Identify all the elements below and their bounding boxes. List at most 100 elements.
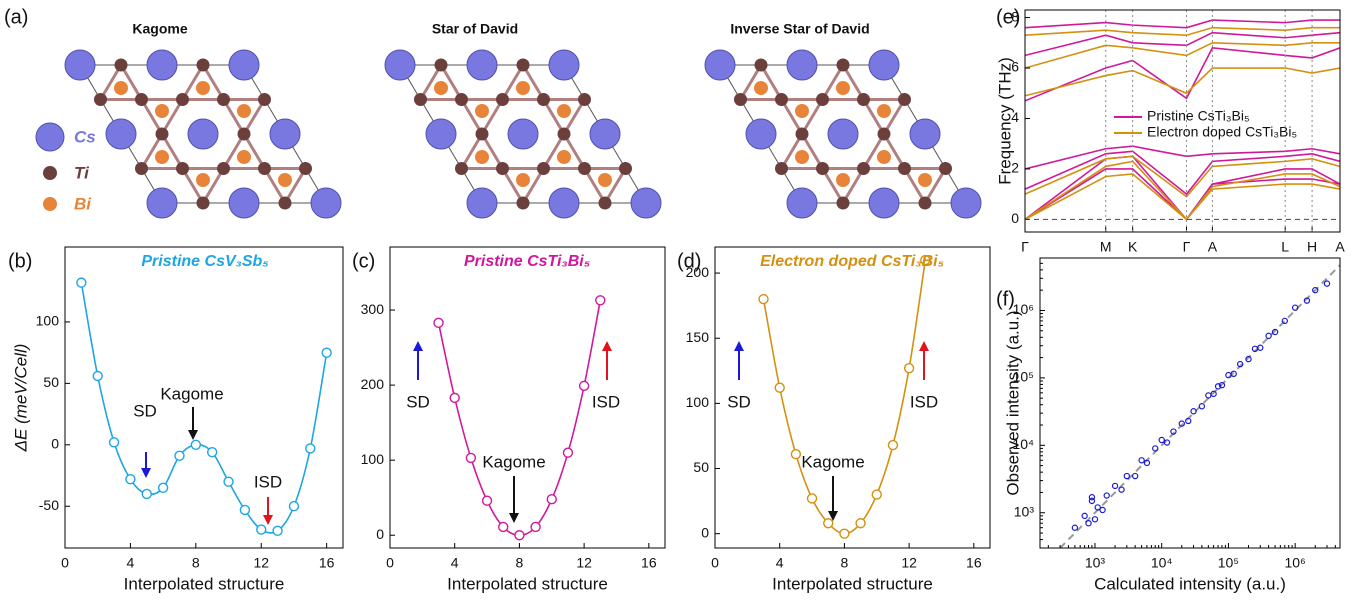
annotation: SD (133, 401, 157, 420)
data-point (840, 529, 849, 538)
cs-atom (311, 188, 341, 218)
data-point (580, 381, 589, 390)
x-axis-label: Interpolated structure (772, 574, 933, 593)
cs-atom (270, 119, 300, 149)
ti-atom (135, 93, 148, 106)
chart: (f)Calculated intensity (a.u.)Observed i… (996, 258, 1340, 593)
data-point (1104, 493, 1109, 498)
data-point (888, 441, 897, 450)
ti-atom (455, 93, 468, 106)
ti-atom (176, 162, 189, 175)
data-point (1072, 525, 1077, 530)
x-tick-label: M (1100, 239, 1112, 255)
x-tick-label: Γ (1183, 239, 1191, 255)
data-point (905, 364, 914, 373)
x-tick-label: 12 (253, 555, 269, 571)
y-tick-label: 0 (376, 526, 384, 542)
ti-atom (898, 162, 911, 175)
legend-bi: Bi (74, 194, 92, 213)
bi-atom (598, 173, 612, 187)
ti-atom (816, 162, 829, 175)
x-tick-label: 12 (576, 555, 592, 571)
cs-atom (869, 50, 899, 80)
data-point (77, 278, 86, 287)
data-point (1086, 521, 1091, 526)
x-tick-label: 10⁶ (1284, 555, 1305, 571)
legend-cs: Cs (74, 127, 96, 146)
data-point (1266, 333, 1271, 338)
data-point (257, 525, 266, 534)
bi-atom (918, 173, 932, 187)
data-point (322, 348, 331, 357)
y-tick-label: 0 (51, 436, 59, 452)
ti-atom (775, 162, 788, 175)
cs-atom (828, 119, 858, 149)
band (1025, 48, 1340, 101)
x-tick-label: 8 (192, 555, 200, 571)
y-tick-label: 0 (1011, 210, 1019, 226)
ti-atom (755, 59, 768, 72)
data-point (483, 496, 492, 505)
y-tick-label: 100 (686, 394, 710, 410)
data-point (126, 475, 135, 484)
cs-atom (787, 50, 817, 80)
y-tick-label: 0 (701, 524, 709, 540)
data-point (191, 440, 200, 449)
data-point (1119, 487, 1124, 492)
x-tick-label: 10⁵ (1218, 555, 1239, 571)
bi-atom (278, 173, 292, 187)
data-point (1112, 483, 1117, 488)
x-axis-label: Calculated intensity (a.u.) (1094, 574, 1286, 593)
bi-atom (43, 197, 57, 211)
data-point (110, 438, 119, 447)
ti-atom (238, 128, 251, 141)
x-tick-label: Γ (1021, 239, 1029, 255)
x-tick-label: 12 (901, 555, 917, 571)
plot-area (1060, 265, 1340, 548)
x-tick-label: 4 (451, 555, 459, 571)
bi-atom (557, 150, 571, 164)
cs-atom (229, 188, 259, 218)
y-tick-label: 200 (686, 264, 710, 280)
cs-atom (746, 119, 776, 149)
chart-title: Pristine CsV₃Sb₅ (141, 253, 268, 270)
bi-atom (557, 104, 571, 118)
annotation: Kagome (160, 384, 223, 403)
ti-atom (43, 166, 57, 180)
data-point (808, 494, 817, 503)
structure-title: Kagome (132, 21, 187, 37)
data-point (547, 495, 556, 504)
plot-frame (1040, 258, 1340, 548)
cs-atom (385, 50, 415, 80)
data-point (872, 490, 881, 499)
x-tick-label: 10⁴ (1151, 555, 1173, 571)
x-tick-label: 16 (319, 555, 335, 571)
bi-atom (516, 173, 530, 187)
data-point (175, 451, 184, 460)
data-line (81, 283, 326, 533)
cs-atom (508, 119, 538, 149)
data-point (289, 502, 298, 511)
ti-atom (496, 162, 509, 175)
legend-label: Pristine CsTi₃Bi₅ (1147, 108, 1250, 124)
ti-atom (919, 197, 932, 210)
bi-atom (836, 173, 850, 187)
data-point (434, 318, 443, 327)
cs-atom (705, 50, 735, 80)
x-tick-label: H (1307, 239, 1317, 255)
x-tick-label: 16 (641, 555, 657, 571)
data-point (499, 522, 508, 531)
ti-atom (299, 162, 312, 175)
structure-title: Inverse Star of David (730, 21, 869, 37)
ti-atom (517, 197, 530, 210)
data-point (775, 383, 784, 392)
ti-atom (496, 93, 509, 106)
legend-ti: Ti (74, 163, 90, 182)
data-line (764, 260, 926, 534)
data-point (791, 450, 800, 459)
y-tick-label: 300 (361, 301, 385, 317)
annotation: SD (727, 392, 751, 411)
plot-area (434, 296, 605, 540)
ti-atom (857, 93, 870, 106)
ti-atom (197, 59, 210, 72)
